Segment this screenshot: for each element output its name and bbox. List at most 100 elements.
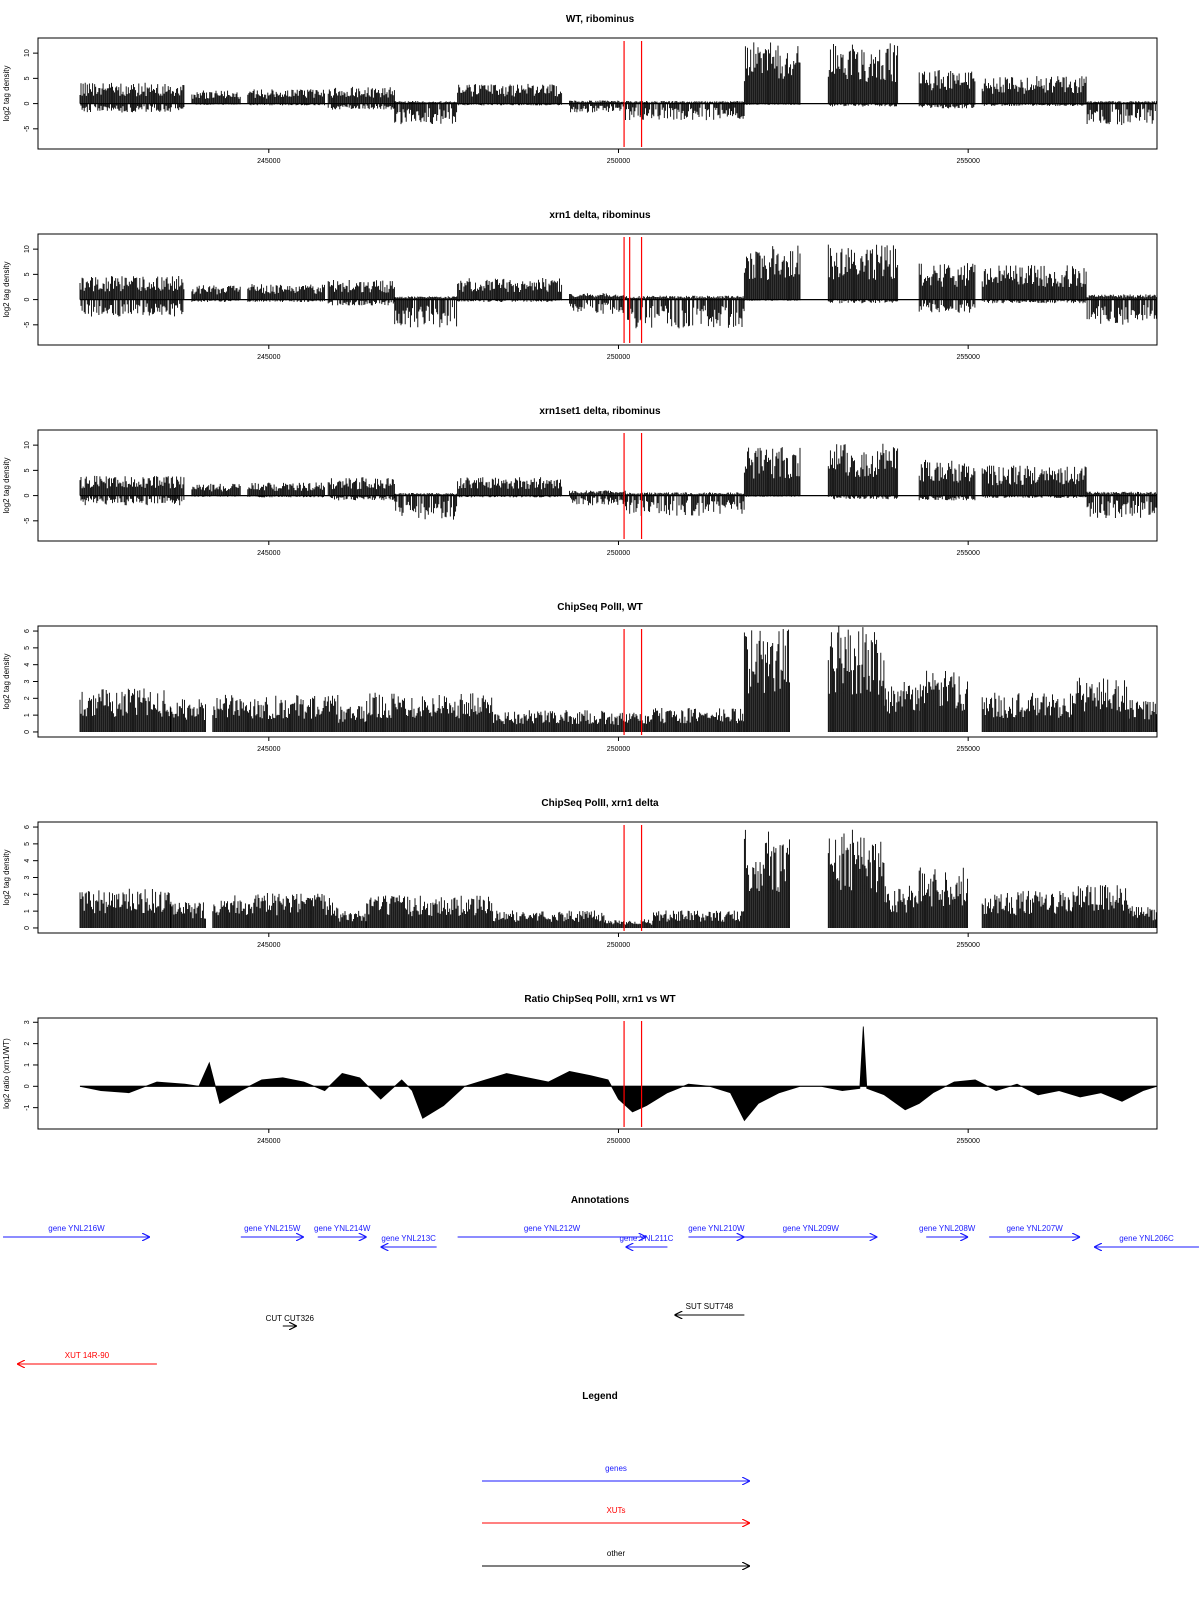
feature-label: gene YNL212W [524, 1224, 581, 1233]
signal-segment-11 [827, 43, 899, 107]
signal-segment-5 [338, 706, 367, 732]
signal-bars [569, 100, 626, 113]
x-tick-label: 250000 [607, 1138, 630, 1145]
signal-segment-2 [170, 699, 206, 732]
signal-bars [827, 829, 885, 928]
signal-segment-4 [327, 477, 395, 501]
signal-segment-7 [569, 490, 626, 506]
signal-bars [79, 276, 185, 317]
feature-label: gene YNL210W [688, 1224, 745, 1233]
x-tick-label: 255000 [956, 158, 979, 165]
x-tick-label: 245000 [257, 942, 280, 949]
y-tick-label: 0 [24, 102, 31, 106]
signal-bars [394, 101, 458, 125]
signal-segment-13 [981, 76, 1087, 106]
signal-segment-14 [1086, 101, 1157, 125]
signal-bars [827, 443, 899, 500]
feature-cut-cut326: CUT CUT326 [266, 1314, 315, 1326]
signal-bars [457, 278, 563, 302]
y-tick-label: 5 [24, 468, 31, 472]
signal-bars [918, 867, 968, 928]
signal-segment-1 [79, 276, 185, 317]
y-tick-label: 0 [24, 298, 31, 302]
signal-bars [883, 885, 920, 928]
feature-gene-ynl207w: gene YNL207W [989, 1224, 1081, 1237]
signal-bars [1128, 700, 1157, 732]
feature-label: gene YNL213C [381, 1234, 436, 1243]
y-tick-label: 0 [24, 494, 31, 498]
signal-bars [569, 293, 626, 314]
feature-label: gene YNL215W [244, 1224, 301, 1233]
signal-bars [394, 493, 458, 520]
signal-bars [653, 910, 745, 928]
track-panel-6: Ratio ChipSeq PolII, xrn1 vs WT -1 0 1 2 3 245… [2, 994, 1158, 1145]
feature-gene-ynl209w: gene YNL209W [744, 1224, 878, 1237]
plot-frame [37, 1017, 1158, 1130]
panel-title: xrn1 delta, ribominus [549, 210, 651, 221]
signal-bars [918, 670, 968, 732]
feature-gene-ynl212w: gene YNL212W [457, 1224, 647, 1237]
signal-bars [918, 70, 976, 109]
signal-segment-4 [327, 86, 395, 110]
y-tick-label: 6 [24, 825, 31, 829]
signal-bars [1086, 101, 1157, 125]
signal-bars [327, 280, 395, 306]
legend-label: genes [605, 1464, 627, 1473]
signal-segment-1 [79, 688, 171, 732]
signal-bars [625, 295, 745, 329]
x-tick-label: 250000 [607, 158, 630, 165]
signal-bars [827, 626, 885, 732]
x-tick-label: 250000 [607, 942, 630, 949]
x-tick-label: 245000 [257, 158, 280, 165]
y-axis-label: log2 tag density [2, 653, 11, 709]
feature-label: gene YNL214W [314, 1224, 371, 1233]
x-tick-label: 255000 [956, 550, 979, 557]
signal-bars [743, 447, 801, 497]
feature-label: gene YNL216W [48, 1224, 105, 1233]
signal-segment-13 [981, 465, 1087, 498]
y-tick-label: 10 [24, 245, 31, 253]
signal-segment-1 [79, 888, 171, 928]
signal-segment-2 [191, 90, 241, 105]
x-tick-label: 250000 [607, 550, 630, 557]
signal-bars [1072, 885, 1130, 928]
signal-segment-13 [883, 885, 920, 928]
signal-bars [191, 483, 241, 497]
signal-segment-8 [604, 919, 654, 928]
signal-bars [394, 296, 458, 328]
signal-segment-12 [918, 263, 976, 313]
x-tick-label: 255000 [956, 942, 979, 949]
feature-gene-ynl211c: gene YNL211C [619, 1234, 674, 1247]
feature-label: SUT SUT748 [686, 1302, 734, 1311]
signal-bars [981, 76, 1087, 106]
signal-bars [79, 475, 185, 506]
signal-segment-10 [743, 829, 790, 928]
signal-segment-5 [394, 493, 458, 520]
signal-bars [883, 682, 920, 732]
y-tick-label: 0 [24, 1084, 31, 1088]
y-tick-label: 3 [24, 679, 31, 683]
signal-segment-7 [492, 710, 605, 732]
feature-label: gene YNL208W [919, 1224, 976, 1233]
feature-label: gene YNL209W [783, 1224, 840, 1233]
panel-title: WT, ribominus [566, 14, 635, 25]
signal-segment-10 [743, 629, 790, 732]
signal-bars [1072, 677, 1130, 732]
feature-label: CUT CUT326 [266, 1314, 315, 1323]
signal-segment-7 [569, 293, 626, 314]
y-tick-label: 5 [24, 76, 31, 80]
feature-gene-ynl215w: gene YNL215W [240, 1224, 304, 1237]
y-tick-label: 5 [24, 842, 31, 846]
signal-segment-6 [457, 278, 563, 302]
feature-gene-ynl214w: gene YNL214W [314, 1224, 371, 1237]
legend-item-other: other [482, 1549, 750, 1566]
signal-bars [1128, 906, 1157, 928]
signal-segment-3 [247, 89, 325, 106]
y-tick-label: 0 [24, 926, 31, 930]
signal-bars [918, 459, 976, 501]
legend: Legend genes XUTs other [482, 1391, 750, 1566]
signal-bars [191, 90, 241, 105]
signal-bars [492, 710, 605, 732]
track-panel-5: ChipSeq PolII, xrn1 delta 0 1 2 3 4 5 6 245000 25… [2, 798, 1158, 949]
signal-bars [1086, 294, 1157, 325]
